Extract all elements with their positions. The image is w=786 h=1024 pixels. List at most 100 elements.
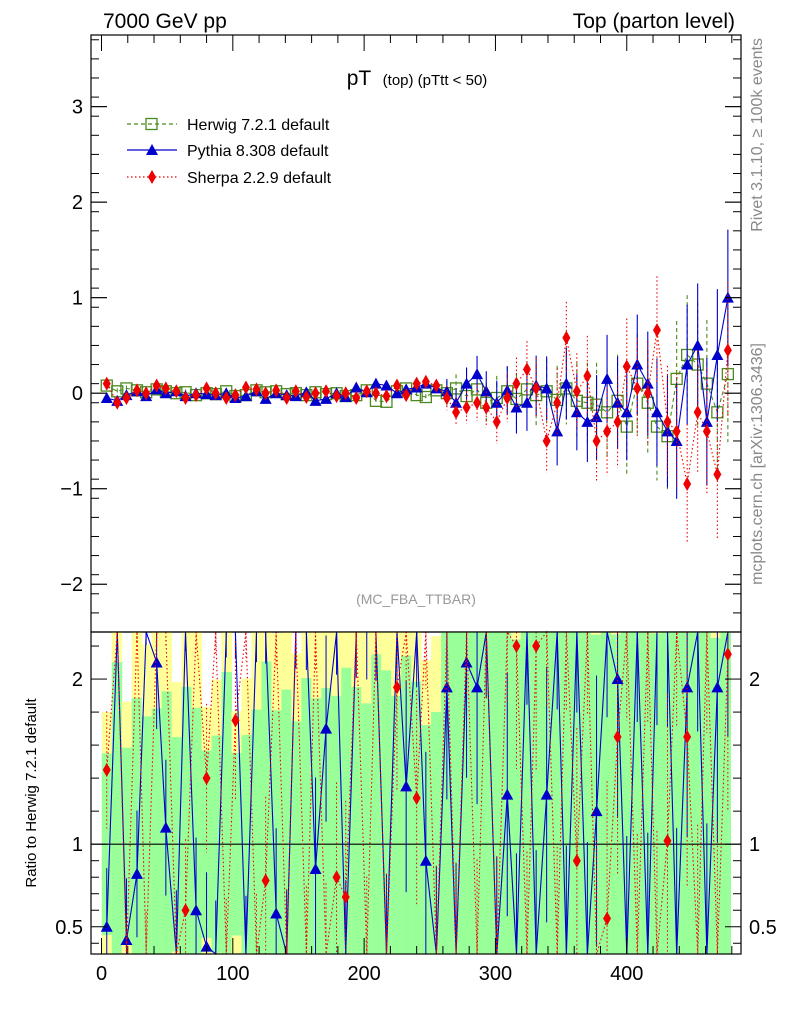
ratio-data-point [231,713,240,728]
data-point [392,378,401,393]
ratio-data-point [130,867,143,879]
data-point [562,330,571,345]
ratio-band-stat [590,634,602,954]
data-point [211,386,220,401]
ratio-band-stat [560,632,572,954]
data-point [650,406,663,418]
ratio-data-layer [100,630,732,956]
ratio-ylabel: Ratio to Herwig 7.2.1 default [23,698,40,888]
legend-item-pythia: Pythia 8.308 default [127,143,329,160]
data-point [700,415,713,427]
ratio-band-stat [660,632,672,954]
mcplots-label: mcplots.cern.ch [arXiv:1306.3436] [749,343,766,585]
ratio-band-stat [520,632,532,954]
data-point [390,387,403,399]
data-point [371,386,380,401]
data-point [152,378,161,393]
data-point [460,377,473,389]
data-point [261,386,270,401]
data-point [252,382,261,397]
ratio-data-point [540,788,553,800]
legend-pythia-label: Pythia 8.308 default [187,143,329,160]
data-point [332,389,341,404]
ratio-xtick-label: 300 [479,963,512,985]
ratio-band-stat [381,670,392,954]
ratio-band-stat [281,689,292,954]
data-point [442,390,451,405]
ratio-band-stat [411,681,422,954]
ratio-xtick-label: 100 [216,963,249,985]
main-title-sub: (top) (pTtt < 50) [383,72,488,89]
ratio-data-point [663,833,672,848]
ratio-band-stat [221,672,233,954]
main-ytick-label: 1 [72,288,83,310]
ratio-band-stat [490,632,502,954]
legend: Herwig 7.2.1 default Pythia 8.308 defaul… [127,117,332,187]
data-point [611,396,624,408]
data-point [723,343,732,358]
data-point [592,433,601,448]
ratio-band-stat [391,695,402,954]
data-point [462,400,471,415]
ratio-band-stat [111,662,123,954]
ratio-data-point [412,790,421,805]
main-ytick-label: 3 [72,97,83,119]
data-point [713,467,722,482]
data-point [412,376,421,391]
main-title: pT (top) (pTtt < 50) [347,67,488,90]
data-point [473,395,482,410]
data-point [670,434,683,446]
data-point [622,359,631,374]
ratio-band-stat [301,678,312,954]
ratio-data-point [261,873,270,888]
ratio-uncertainty-bands [91,632,741,954]
ratio-data-point [471,681,484,693]
ratio-data-point [512,639,521,654]
ratio-data-point [440,681,453,693]
header-right: Top (parton level) [573,10,735,33]
ratio-band-stat [550,632,562,954]
data-point [471,368,484,380]
data-point [419,390,432,404]
data-point [222,390,231,405]
ratio-data-point [723,647,732,662]
ratio-data-point [332,870,341,885]
main-ytick-label: 0 [72,383,83,405]
ratio-ytick-label-right: 1 [749,834,760,856]
ratio-data-point [572,853,581,868]
data-point [641,377,654,389]
ratio-data-point [202,771,211,786]
ratio-data-point [270,907,283,919]
ratio-data-point [181,903,190,918]
ratio-band-stat [570,632,582,954]
ratio-band-stat [351,687,362,954]
data-point [583,369,592,384]
ratio-data-point [501,788,514,800]
ratio-band-stat [471,632,482,954]
data-point [311,386,320,401]
data-point [652,323,661,338]
ratio-band-stat [580,632,592,954]
ratio-band-stat [600,632,612,954]
ratio-band-stat [251,709,262,954]
data-point [492,414,501,429]
ratio-band-stat [141,716,153,954]
data-point [142,386,151,401]
ratio-band-stat [710,637,722,954]
data-point [702,424,711,439]
header-left: 7000 GeV pp [103,10,227,33]
data-point [291,384,300,399]
ratio-band-stat [680,632,692,954]
main-data-layer [100,229,735,544]
data-point [402,388,411,403]
ratio-band-stat [421,725,432,954]
data-point [172,384,181,399]
ratio-band-stat [361,703,372,954]
main-panel: −2 −1 0 1 2 3 pT (top) (pTtt < 50) (MC_FBA_TT… [60,34,742,633]
ratio-data-point [419,854,432,866]
ratio-band-stat [311,698,322,954]
data-point [192,388,201,403]
ratio-ytick-label-left: 1 [72,834,83,856]
legend-pythia-marker [146,144,158,155]
data-point [122,390,131,405]
